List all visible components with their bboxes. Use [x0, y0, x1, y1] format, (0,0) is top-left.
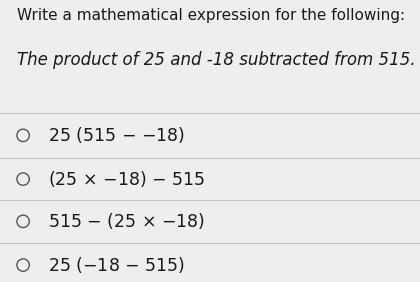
Text: 25 ($-$18 $-$ 515): 25 ($-$18 $-$ 515): [48, 255, 185, 275]
Text: (25 $\times$ $-$18) $-$ 515: (25 $\times$ $-$18) $-$ 515: [48, 169, 205, 189]
Text: 25 (515 $-$ $-$18): 25 (515 $-$ $-$18): [48, 125, 185, 145]
Text: 515 $-$ (25 $\times$ $-$18): 515 $-$ (25 $\times$ $-$18): [48, 212, 205, 231]
Text: The product of 25 and -18 subtracted from 515.: The product of 25 and -18 subtracted fro…: [17, 51, 415, 69]
Text: Write a mathematical expression for the following:: Write a mathematical expression for the …: [17, 8, 405, 23]
